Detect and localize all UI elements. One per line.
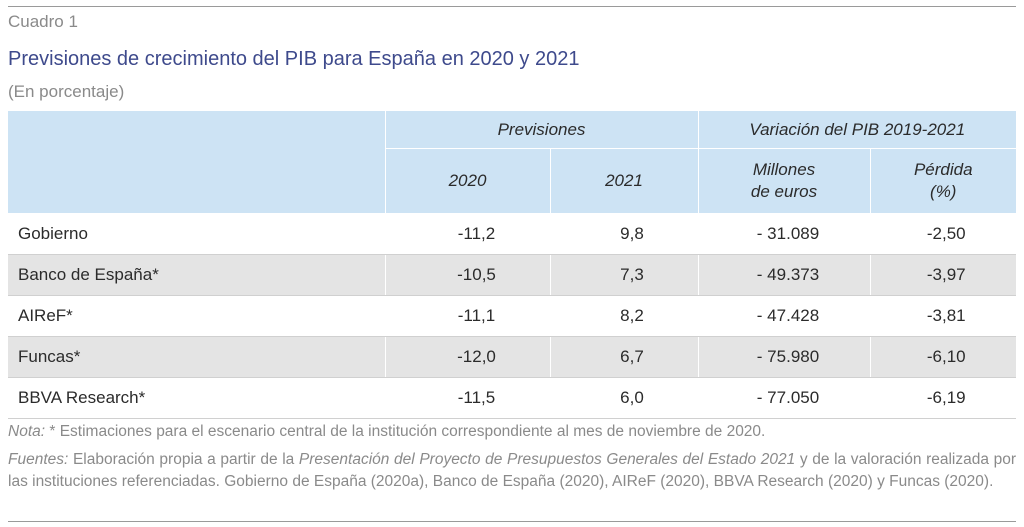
- sources-label: Fuentes:: [8, 451, 69, 468]
- table-title: Previsiones de crecimiento del PIB para …: [8, 48, 580, 70]
- note-text: * Estimaciones para el escenario central…: [45, 423, 766, 440]
- forecast-table: Previsiones Variación del PIB 2019-2021 …: [8, 111, 1017, 419]
- sources-text-1: Elaboración propia a partir de la: [68, 451, 299, 468]
- table-row: BBVA Research* -11,5 6,0 - 77.050 -6,19: [8, 377, 1017, 419]
- table-subtitle: (En porcentaje): [8, 82, 125, 101]
- row-name: BBVA Research*: [8, 377, 386, 419]
- header-perdida-line1: Pérdida: [913, 160, 973, 179]
- row-name: Banco de España*: [8, 254, 386, 296]
- cell-perdida: -3,81: [870, 295, 1017, 337]
- cell-2021: 9,8: [550, 213, 699, 255]
- cell-2021: 6,7: [550, 336, 699, 378]
- bottom-rule: [8, 521, 1016, 522]
- cell-millones: - 49.373: [698, 254, 871, 296]
- cell-2020: -10,5: [385, 254, 551, 296]
- cell-perdida: -6,19: [870, 377, 1017, 419]
- table-row: Gobierno -11,2 9,8 - 31.089 -2,50: [8, 213, 1017, 255]
- cell-2020: -11,1: [385, 295, 551, 337]
- table-row: Funcas* -12,0 6,7 - 75.980 -6,10: [8, 336, 1017, 378]
- cell-perdida: -3,97: [870, 254, 1017, 296]
- cell-2021: 8,2: [550, 295, 699, 337]
- header-2020: 2020: [385, 148, 551, 214]
- cell-2020: -11,5: [385, 377, 551, 419]
- table-sources: Fuentes: Elaboración propia a partir de …: [8, 449, 1016, 493]
- header-row-sub: 2020 2021 Millones de euros Pérdida (%): [8, 148, 1017, 214]
- header-group-previsiones: Previsiones: [385, 111, 699, 149]
- header-perdida: Pérdida (%): [870, 148, 1017, 214]
- table-note: Nota: * Estimaciones para el escenario c…: [8, 421, 1016, 443]
- header-row-groups: Previsiones Variación del PIB 2019-2021: [8, 111, 1017, 214]
- header-2021: 2021: [550, 148, 699, 214]
- cell-millones: - 77.050: [698, 377, 871, 419]
- top-rule: [8, 6, 1016, 7]
- cell-perdida: -2,50: [870, 213, 1017, 255]
- row-name: Gobierno: [8, 213, 386, 255]
- header-millones: Millones de euros: [698, 148, 871, 214]
- table-row: AIReF* -11,1 8,2 - 47.428 -3,81: [8, 295, 1017, 337]
- cell-millones: - 47.428: [698, 295, 871, 337]
- cell-2020: -12,0: [385, 336, 551, 378]
- table-label: Cuadro 1: [8, 12, 78, 31]
- row-name: AIReF*: [8, 295, 386, 337]
- row-name: Funcas*: [8, 336, 386, 378]
- cell-millones: - 31.089: [698, 213, 871, 255]
- cell-2021: 6,0: [550, 377, 699, 419]
- cell-millones: - 75.980: [698, 336, 871, 378]
- cell-2021: 7,3: [550, 254, 699, 296]
- header-perdida-line2: (%): [930, 182, 957, 201]
- cell-perdida: -6,10: [870, 336, 1017, 378]
- header-millones-line2: de euros: [750, 182, 818, 201]
- cell-2020: -11,2: [385, 213, 551, 255]
- note-label: Nota:: [8, 423, 46, 440]
- table-row: Banco de España* -10,5 7,3 - 49.373 -3,9…: [8, 254, 1017, 296]
- header-millones-line1: Millones: [752, 160, 816, 179]
- header-blank-cell: [8, 111, 386, 214]
- header-group-variacion: Variación del PIB 2019-2021: [698, 111, 1017, 149]
- sources-document-title: Presentación del Proyecto de Presupuesto…: [298, 451, 796, 468]
- sources-text-2: y de la valoración realizada por las ins…: [8, 451, 1016, 490]
